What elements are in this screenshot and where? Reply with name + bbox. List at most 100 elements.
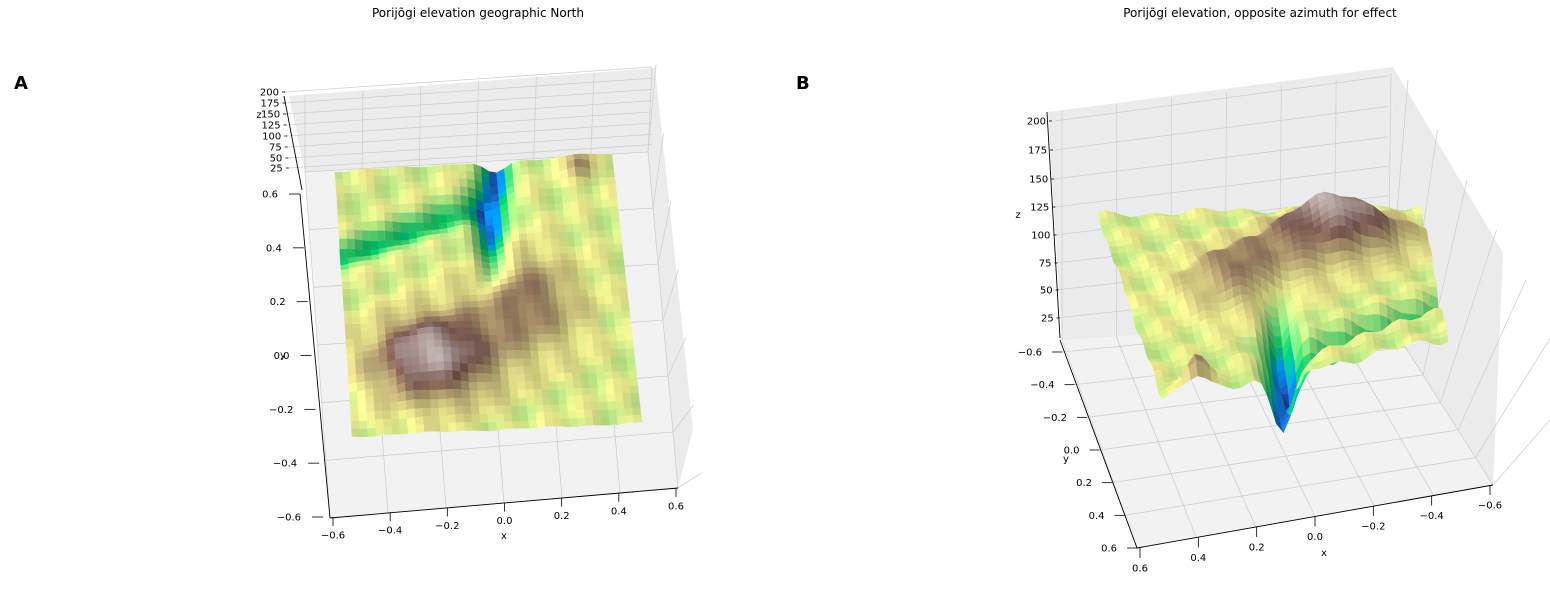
surface-facet (559, 246, 569, 254)
y-tick-label: 0.2 (1076, 478, 1092, 489)
surface-facet (607, 326, 617, 335)
axis-line (1059, 339, 1138, 549)
surface-facet (440, 239, 450, 248)
z-tick-label: 50 (270, 154, 283, 165)
surface-facet (622, 324, 633, 334)
surface-facet (556, 224, 567, 233)
surface-facet (410, 248, 420, 257)
surface-facet (452, 194, 462, 206)
surface-facet (1240, 327, 1250, 338)
surface-facet (501, 389, 511, 399)
surface-facet (430, 399, 440, 409)
surface-facet (447, 231, 457, 240)
axis-line (1046, 111, 1061, 339)
surface-facet (380, 386, 390, 396)
surface-facet (359, 199, 369, 209)
y-axis-label: y (280, 350, 286, 361)
surface-facet (441, 333, 451, 342)
surface-facet (366, 175, 375, 185)
x-tick-label: 0.4 (1190, 553, 1206, 564)
surface-facet (608, 190, 618, 200)
surface-facet (482, 267, 492, 276)
surface-facet (514, 350, 524, 360)
surface-facet (584, 193, 594, 201)
surface-facet (451, 178, 461, 187)
surface-facet (588, 380, 599, 389)
surface-facet (612, 303, 622, 313)
x-axis-label: x (501, 531, 507, 542)
surface-facet (563, 289, 573, 298)
surface-facet (586, 356, 596, 366)
surface-facet (486, 238, 496, 246)
surface-facet (538, 273, 548, 282)
surface-facet (614, 392, 624, 402)
surface-facet (475, 364, 485, 374)
surface-facet (462, 397, 472, 407)
surface-facet (410, 255, 420, 265)
surface-facet (526, 405, 537, 415)
surface-facet (569, 193, 579, 203)
surface-facet (373, 175, 383, 185)
surface-facet (530, 195, 540, 205)
surface-facet (429, 195, 439, 206)
surface-facet (550, 239, 560, 248)
surface-facet (383, 426, 393, 436)
surface-facet (363, 364, 373, 374)
surface-facet (1206, 244, 1216, 250)
surface-facet (414, 408, 424, 418)
surface-facet (529, 350, 540, 360)
surface-facet (341, 281, 351, 290)
surface-facet (423, 310, 433, 318)
surface-facet (522, 188, 532, 198)
surface-facet (439, 315, 449, 322)
surface-facet (1413, 213, 1424, 220)
surface-facet (389, 293, 399, 302)
x-tick-label: −0.4 (1420, 511, 1444, 522)
surface-facet (536, 333, 546, 344)
surface-facet (494, 405, 504, 415)
surface-facet (438, 309, 448, 317)
surface-facet (1360, 234, 1370, 249)
surface-facet (1368, 236, 1378, 249)
surface-facet (605, 169, 615, 178)
surface-facet (471, 320, 481, 329)
surface-facet (452, 370, 462, 382)
surface-facet (592, 259, 602, 269)
surface-facet (357, 168, 367, 178)
surface-facet (500, 382, 510, 391)
surface-facet (520, 247, 530, 256)
surface-facet (434, 346, 444, 355)
surface-facet (454, 307, 464, 316)
surface-facet (623, 331, 634, 342)
surface-facet (589, 311, 599, 321)
surface-facet (383, 198, 392, 206)
surface-facet (411, 363, 421, 374)
gridline (667, 336, 687, 377)
surface-facet (482, 355, 493, 367)
surface-facet (368, 205, 377, 215)
surface-facet (375, 205, 385, 214)
surface-facet (477, 294, 487, 302)
surface-facet (573, 153, 583, 160)
y-axis-label: y (1063, 454, 1069, 465)
gridline (1475, 338, 1550, 458)
surface-facet (521, 261, 531, 269)
surface-facet (615, 332, 626, 342)
surface-facet (390, 190, 400, 199)
surface-facet (461, 389, 471, 399)
surface-facet (420, 181, 430, 189)
surface-facet (556, 381, 567, 391)
surface-facet (419, 262, 429, 272)
surface-facet (602, 206, 612, 217)
surface-facet (508, 374, 518, 384)
surface-facet (554, 273, 564, 283)
surface-facet (456, 237, 466, 247)
surface-facet (584, 341, 595, 351)
surface-facet (583, 251, 593, 261)
surface-facet (465, 340, 475, 349)
surface-facet (403, 263, 413, 272)
surface-facet (558, 396, 568, 406)
surface-facet (389, 392, 399, 403)
surface-facet (453, 204, 463, 215)
surface-facet (463, 230, 473, 240)
